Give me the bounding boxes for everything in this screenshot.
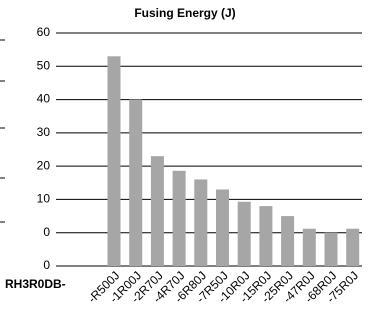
bar [302,228,316,266]
bar [281,216,295,266]
bar [172,170,186,266]
y-tick-label: 0 [43,258,50,272]
bar [346,228,360,266]
bar [107,56,121,266]
bar [129,99,143,266]
bar [259,206,273,266]
chart-title: Fusing Energy (J) [134,6,235,20]
bar [150,156,164,266]
y-tick-label: 30 [37,125,51,139]
y-tick-label: 60 [37,25,51,39]
bar [216,189,229,266]
bar [324,232,338,266]
y-tick-label: 0 [43,225,50,239]
y-tick-label: 50 [37,58,51,72]
bar [237,201,251,266]
category-prefix: RH3R0DB- [5,277,66,291]
edge-dashes [0,39,5,223]
y-tick-label: 10 [37,192,51,206]
y-tick-label: 20 [37,158,51,172]
bar [194,179,208,266]
y-tick-label: 40 [37,92,51,106]
